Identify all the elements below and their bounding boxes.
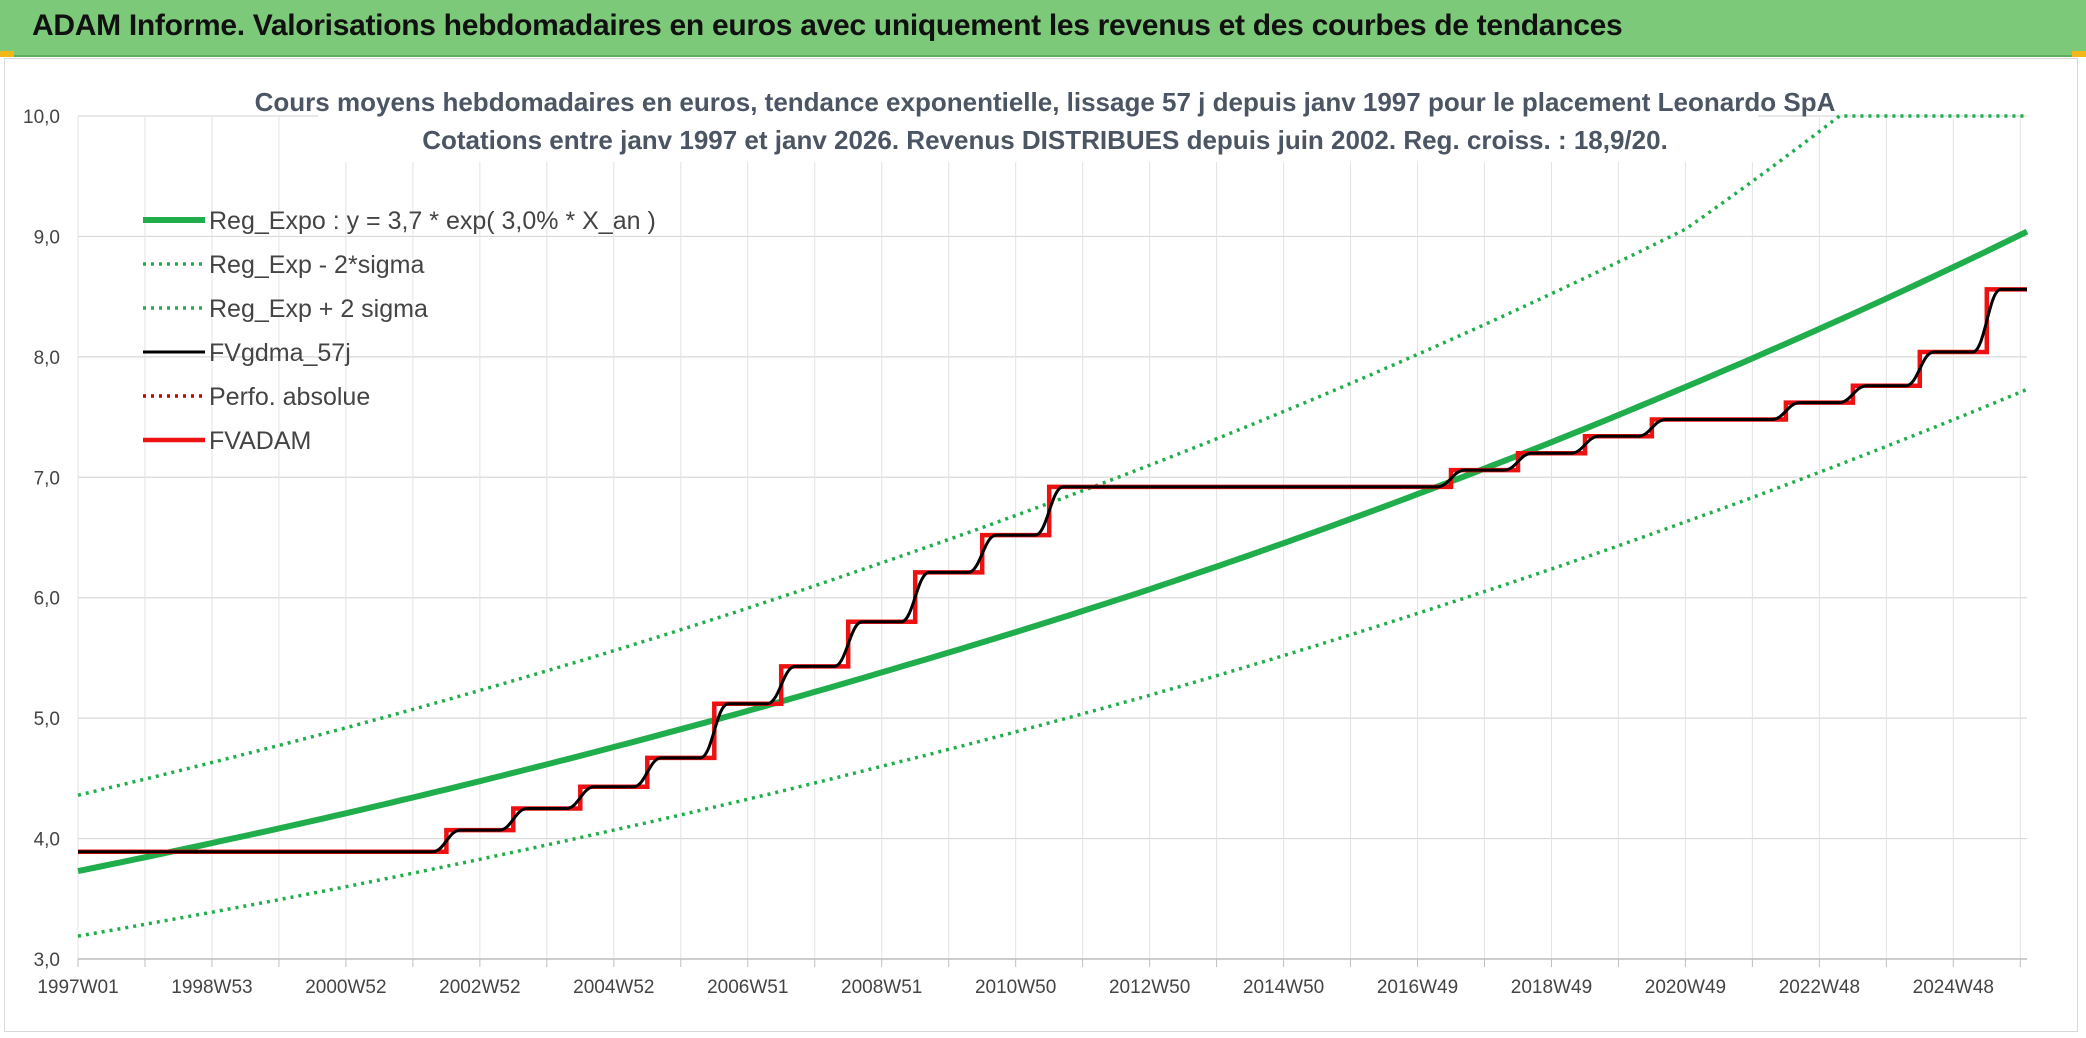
page-title: ADAM Informe. Valorisations hebdomadaire… bbox=[32, 9, 1623, 42]
x-tick-label: 2008W51 bbox=[841, 977, 922, 998]
legend-label-4: Perfo. absolue bbox=[209, 383, 370, 411]
series-line-5 bbox=[78, 287, 2027, 855]
header-banner: ADAM Informe. Valorisations hebdomadaire… bbox=[0, 0, 2086, 57]
y-axis-ticks: 3,0 4,0 5,0 6,0 7,0 8,0 9,0 10,0 bbox=[23, 107, 60, 971]
y-tick-label: 5,0 bbox=[34, 709, 60, 730]
series-line-3 bbox=[78, 287, 2027, 854]
y-tick-label: 4,0 bbox=[34, 830, 60, 851]
legend-label-5: FVADAM bbox=[209, 427, 311, 455]
y-tick-label: 9,0 bbox=[34, 227, 60, 248]
x-tick-label: 2016W49 bbox=[1377, 977, 1458, 998]
series-line-2 bbox=[77, 114, 2027, 797]
corner-marker-left bbox=[0, 51, 14, 57]
y-tick-label: 8,0 bbox=[34, 348, 60, 369]
x-tick-label: 2004W52 bbox=[573, 977, 654, 998]
x-tick-label: 2000W52 bbox=[305, 977, 386, 998]
y-tick-label: 10,0 bbox=[23, 107, 60, 128]
x-tick-label: 2018W49 bbox=[1511, 977, 1592, 998]
chart-frame bbox=[4, 58, 2078, 1032]
legend-label-2: Reg_Exp + 2 sigma bbox=[209, 295, 428, 323]
x-tick-label: 2002W52 bbox=[439, 977, 520, 998]
x-tick-label: 2022W48 bbox=[1779, 977, 1860, 998]
legend-label-1: Reg_Exp - 2*sigma bbox=[209, 251, 424, 279]
y-tick-label: 6,0 bbox=[34, 589, 60, 610]
title-backdrop bbox=[318, 82, 1758, 162]
corner-marker-right bbox=[2072, 51, 2086, 57]
x-tick-label: 2024W48 bbox=[1913, 977, 1994, 998]
x-tick-label: 2006W51 bbox=[707, 977, 788, 998]
legend-label-0: Reg_Expo : y = 3,7 * exp( 3,0% * X_an ) bbox=[209, 207, 656, 235]
x-tick-label: 1998W53 bbox=[171, 977, 252, 998]
x-tick-label: 2014W50 bbox=[1243, 977, 1324, 998]
x-tick-label: 2012W50 bbox=[1109, 977, 1190, 998]
grid-lines bbox=[77, 115, 2027, 967]
chart-title: Cours moyens hebdomadaires en euros, ten… bbox=[255, 87, 1836, 117]
y-tick-label: 3,0 bbox=[34, 950, 60, 971]
chart-subtitle: Cotations entre janv 1997 et janv 2026. … bbox=[422, 125, 1668, 155]
x-tick-label: 2010W50 bbox=[975, 977, 1056, 998]
legend: Reg_Expo : y = 3,7 * exp( 3,0% * X_an ) R… bbox=[143, 207, 656, 455]
series-line-0 bbox=[77, 228, 2029, 875]
series-layer bbox=[77, 114, 2029, 938]
series-line-1 bbox=[77, 387, 2028, 938]
x-axis-ticks: 1997W01 1998W53 2000W52 2002W52 2004W52 2006W… bbox=[37, 977, 1994, 998]
x-tick-label: 1997W01 bbox=[37, 977, 118, 998]
y-tick-label: 7,0 bbox=[34, 468, 60, 489]
x-tick-label: 2020W49 bbox=[1645, 977, 1726, 998]
legend-label-3: FVgdma_57j bbox=[209, 339, 351, 367]
